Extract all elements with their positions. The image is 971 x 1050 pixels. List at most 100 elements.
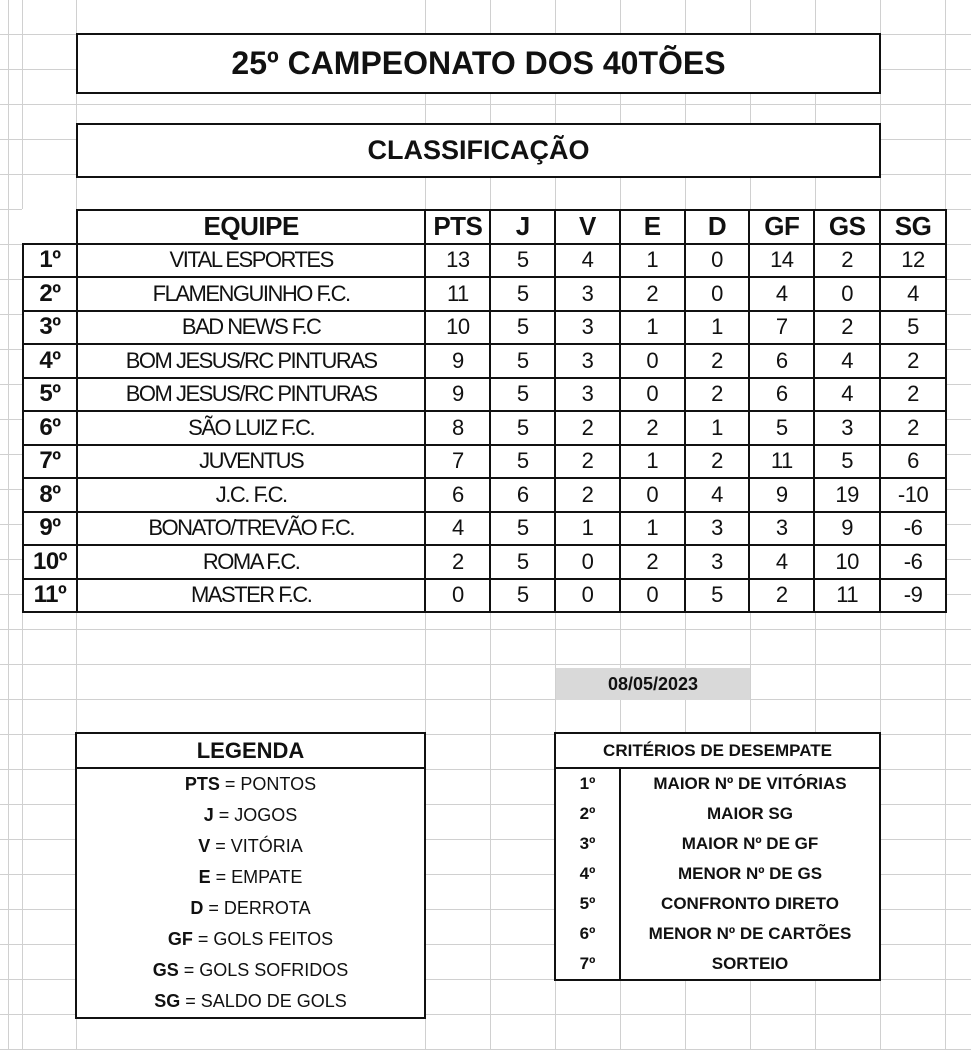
gf-cell[interactable]: 9: [748, 477, 816, 513]
criteria-position[interactable]: 6º: [554, 919, 621, 949]
gs-cell[interactable]: 9: [813, 510, 882, 546]
position-cell[interactable]: 1º: [22, 242, 78, 278]
sg-cell[interactable]: 5: [879, 309, 947, 345]
gs-cell[interactable]: 11: [813, 577, 882, 613]
pts-cell[interactable]: 2: [424, 544, 492, 580]
gs-cell[interactable]: 10: [813, 544, 882, 580]
gf-cell[interactable]: 7: [748, 309, 816, 345]
d-cell[interactable]: 0: [683, 276, 751, 312]
legend-cell[interactable]: PTS = PONTOS: [75, 768, 426, 800]
j-cell[interactable]: 5: [489, 276, 557, 312]
position-cell[interactable]: 7º: [22, 443, 78, 479]
d-cell[interactable]: 1: [683, 410, 751, 446]
position-cell[interactable]: 9º: [22, 510, 78, 546]
date-cell[interactable]: 08/05/2023: [556, 668, 750, 700]
criteria-text[interactable]: MAIOR Nº DE GF: [619, 829, 881, 859]
pts-cell[interactable]: 11: [424, 276, 492, 312]
criteria-text[interactable]: MAIOR Nº DE VITÓRIAS: [619, 768, 881, 799]
gs-cell[interactable]: 3: [813, 410, 882, 446]
column-header-gf[interactable]: GF: [748, 209, 816, 245]
j-cell[interactable]: 5: [489, 376, 557, 412]
gf-cell[interactable]: 4: [748, 544, 816, 580]
legend-cell[interactable]: D = DERROTA: [75, 893, 426, 924]
e-cell[interactable]: 0: [618, 376, 686, 412]
sg-cell[interactable]: -10: [879, 477, 947, 513]
legend-cell[interactable]: E = EMPATE: [75, 862, 426, 893]
team-cell[interactable]: ROMA F.C.: [75, 544, 427, 580]
sg-cell[interactable]: -6: [879, 510, 947, 546]
team-cell[interactable]: JUVENTUS: [75, 443, 427, 479]
j-cell[interactable]: 5: [489, 343, 557, 379]
column-header-d[interactable]: D: [683, 209, 751, 245]
legend-title[interactable]: LEGENDA: [75, 732, 426, 769]
e-cell[interactable]: 0: [618, 577, 686, 613]
j-cell[interactable]: 5: [489, 410, 557, 446]
subtitle-cell[interactable]: CLASSIFICAÇÃO: [76, 123, 881, 178]
v-cell[interactable]: 3: [554, 276, 621, 312]
legend-cell[interactable]: J = JOGOS: [75, 800, 426, 831]
d-cell[interactable]: 3: [683, 510, 751, 546]
sg-cell[interactable]: 2: [879, 410, 947, 446]
d-cell[interactable]: 5: [683, 577, 751, 613]
sg-cell[interactable]: 6: [879, 443, 947, 479]
sg-cell[interactable]: 2: [879, 343, 947, 379]
column-header-e[interactable]: E: [618, 209, 686, 245]
e-cell[interactable]: 0: [618, 477, 686, 513]
criteria-text[interactable]: MENOR Nº DE CARTÕES: [619, 919, 881, 949]
column-header-gs[interactable]: GS: [813, 209, 882, 245]
criteria-position[interactable]: 7º: [554, 949, 621, 981]
criteria-text[interactable]: SORTEIO: [619, 949, 881, 981]
criteria-position[interactable]: 4º: [554, 859, 621, 889]
criteria-position[interactable]: 2º: [554, 799, 621, 829]
pts-cell[interactable]: 0: [424, 577, 492, 613]
e-cell[interactable]: 2: [618, 410, 686, 446]
criteria-title[interactable]: CRITÉRIOS DE DESEMPATE: [554, 732, 881, 769]
v-cell[interactable]: 2: [554, 443, 621, 479]
j-cell[interactable]: 5: [489, 544, 557, 580]
position-cell[interactable]: 10º: [22, 544, 78, 580]
pts-cell[interactable]: 6: [424, 477, 492, 513]
gf-cell[interactable]: 6: [748, 376, 816, 412]
sg-cell[interactable]: -9: [879, 577, 947, 613]
legend-cell[interactable]: SG = SALDO DE GOLS: [75, 986, 426, 1019]
v-cell[interactable]: 0: [554, 544, 621, 580]
team-cell[interactable]: MASTER F.C.: [75, 577, 427, 613]
gs-cell[interactable]: 2: [813, 309, 882, 345]
pts-cell[interactable]: 8: [424, 410, 492, 446]
team-cell[interactable]: J.C. F.C.: [75, 477, 427, 513]
sg-cell[interactable]: 2: [879, 376, 947, 412]
column-header-v[interactable]: V: [554, 209, 621, 245]
title-cell[interactable]: 25º CAMPEONATO DOS 40TÕES: [76, 33, 881, 94]
team-cell[interactable]: BOM JESUS/RC PINTURAS: [75, 343, 427, 379]
gf-cell[interactable]: 5: [748, 410, 816, 446]
gf-cell[interactable]: 3: [748, 510, 816, 546]
j-cell[interactable]: 5: [489, 577, 557, 613]
criteria-position[interactable]: 5º: [554, 889, 621, 919]
gf-cell[interactable]: 2: [748, 577, 816, 613]
legend-cell[interactable]: GF = GOLS FEITOS: [75, 924, 426, 955]
j-cell[interactable]: 5: [489, 242, 557, 278]
v-cell[interactable]: 3: [554, 376, 621, 412]
blank-cell[interactable]: [23, 210, 77, 244]
criteria-position[interactable]: 3º: [554, 829, 621, 859]
gs-cell[interactable]: 19: [813, 477, 882, 513]
v-cell[interactable]: 3: [554, 309, 621, 345]
j-cell[interactable]: 5: [489, 510, 557, 546]
legend-cell[interactable]: GS = GOLS SOFRIDOS: [75, 955, 426, 986]
gf-cell[interactable]: 4: [748, 276, 816, 312]
sg-cell[interactable]: -6: [879, 544, 947, 580]
position-cell[interactable]: 8º: [22, 477, 78, 513]
e-cell[interactable]: 1: [618, 443, 686, 479]
d-cell[interactable]: 2: [683, 376, 751, 412]
e-cell[interactable]: 1: [618, 242, 686, 278]
pts-cell[interactable]: 4: [424, 510, 492, 546]
team-cell[interactable]: BONATO/TREVÃO F.C.: [75, 510, 427, 546]
e-cell[interactable]: 2: [618, 544, 686, 580]
sg-cell[interactable]: 4: [879, 276, 947, 312]
gs-cell[interactable]: 4: [813, 376, 882, 412]
d-cell[interactable]: 2: [683, 343, 751, 379]
pts-cell[interactable]: 9: [424, 343, 492, 379]
j-cell[interactable]: 5: [489, 309, 557, 345]
v-cell[interactable]: 1: [554, 510, 621, 546]
v-cell[interactable]: 4: [554, 242, 621, 278]
